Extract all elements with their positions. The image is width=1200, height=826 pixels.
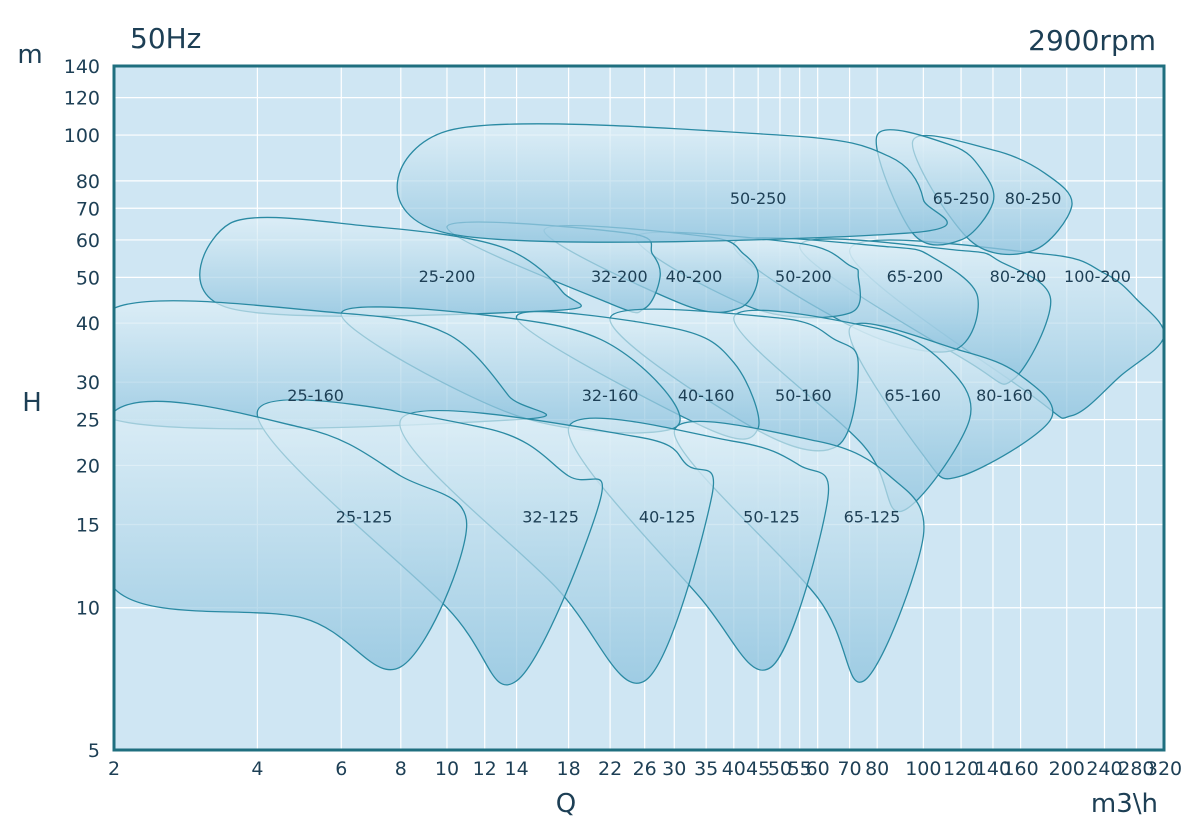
x-tick-label: 14 xyxy=(504,758,528,780)
area-label-65-200: 65-200 xyxy=(887,267,944,286)
y-tick-label: 20 xyxy=(76,455,100,477)
x-tick-label: 40 xyxy=(722,758,746,780)
y-axis-ticks: 5 10 15 20 25 30 40 50 60 70 80 100 120 140 xyxy=(64,56,100,762)
x-tick-label: 50 xyxy=(768,758,792,780)
performance-areas xyxy=(114,123,1164,686)
y-tick-label: 50 xyxy=(76,267,100,289)
area-label-32-125: 32-125 xyxy=(522,507,579,526)
area-label-50-200: 50-200 xyxy=(775,267,832,286)
x-tick-label: 18 xyxy=(556,758,580,780)
x-tick-label: 22 xyxy=(598,758,622,780)
area-label-25-200: 25-200 xyxy=(419,267,476,286)
area-label-65-250: 65-250 xyxy=(933,189,990,208)
area-label-32-160: 32-160 xyxy=(582,386,639,405)
y-unit-label: m xyxy=(17,40,42,70)
x-tick-label: 45 xyxy=(746,758,770,780)
performance-area-labels: 100-200 80-200 65-200 50-200 40-200 32-200 25-… xyxy=(287,189,1131,526)
x-tick-label: 160 xyxy=(1002,758,1038,780)
x-tick-label: 26 xyxy=(633,758,657,780)
area-label-80-200: 80-200 xyxy=(990,267,1047,286)
x-tick-label: 10 xyxy=(435,758,459,780)
x-tick-label: 140 xyxy=(975,758,1011,780)
x-tick-label: 200 xyxy=(1049,758,1085,780)
area-label-50-250: 50-250 xyxy=(730,189,787,208)
x-tick-label: 100 xyxy=(905,758,941,780)
y-tick-label: 100 xyxy=(64,125,100,147)
x-tick-label: 120 xyxy=(943,758,979,780)
x-tick-label: 70 xyxy=(837,758,861,780)
y-axis-title: H xyxy=(22,388,42,418)
y-tick-label: 5 xyxy=(88,740,100,762)
speed-label: 2900rpm xyxy=(1028,24,1156,57)
x-tick-label: 60 xyxy=(806,758,830,780)
y-tick-label: 25 xyxy=(76,410,100,432)
area-label-40-125: 40-125 xyxy=(639,507,696,526)
y-tick-label: 60 xyxy=(76,230,100,252)
area-label-50-125: 50-125 xyxy=(743,507,800,526)
y-tick-label: 40 xyxy=(76,313,100,335)
area-label-32-200: 32-200 xyxy=(591,267,648,286)
frequency-label: 50Hz xyxy=(130,22,201,55)
area-label-65-160: 65-160 xyxy=(884,386,941,405)
plot-frame xyxy=(112,64,1166,752)
area-label-40-200: 40-200 xyxy=(666,267,723,286)
x-unit-label: m3\h xyxy=(1091,789,1158,819)
area-label-100-200: 100-200 xyxy=(1064,267,1131,286)
area-label-80-250: 80-250 xyxy=(1005,189,1062,208)
x-axis-title: Q xyxy=(556,789,576,819)
y-tick-label: 30 xyxy=(76,372,100,394)
y-tick-label: 70 xyxy=(76,198,100,220)
area-label-40-160: 40-160 xyxy=(678,386,735,405)
y-tick-label: 15 xyxy=(76,514,100,536)
area-label-50-160: 50-160 xyxy=(775,386,832,405)
x-tick-label: 8 xyxy=(395,758,407,780)
x-tick-label: 240 xyxy=(1086,758,1122,780)
area-label-25-160: 25-160 xyxy=(287,386,344,405)
x-tick-label: 35 xyxy=(694,758,718,780)
area-label-25-125: 25-125 xyxy=(336,507,393,526)
x-tick-label: 4 xyxy=(251,758,263,780)
y-tick-label: 140 xyxy=(64,56,100,78)
x-tick-label: 12 xyxy=(473,758,497,780)
x-tick-label: 55 xyxy=(788,758,812,780)
x-tick-label: 6 xyxy=(335,758,347,780)
x-tick-label: 280 xyxy=(1118,758,1154,780)
y-tick-label: 120 xyxy=(64,88,100,110)
y-tick-label: 80 xyxy=(76,171,100,193)
area-50-250 xyxy=(396,123,948,243)
x-tick-label: 320 xyxy=(1146,758,1182,780)
x-tick-label: 2 xyxy=(108,758,120,780)
area-label-80-160: 80-160 xyxy=(976,386,1033,405)
y-tick-label: 10 xyxy=(76,598,100,620)
area-label-65-125: 65-125 xyxy=(844,507,901,526)
x-tick-label: 80 xyxy=(865,758,889,780)
x-tick-label: 30 xyxy=(662,758,686,780)
